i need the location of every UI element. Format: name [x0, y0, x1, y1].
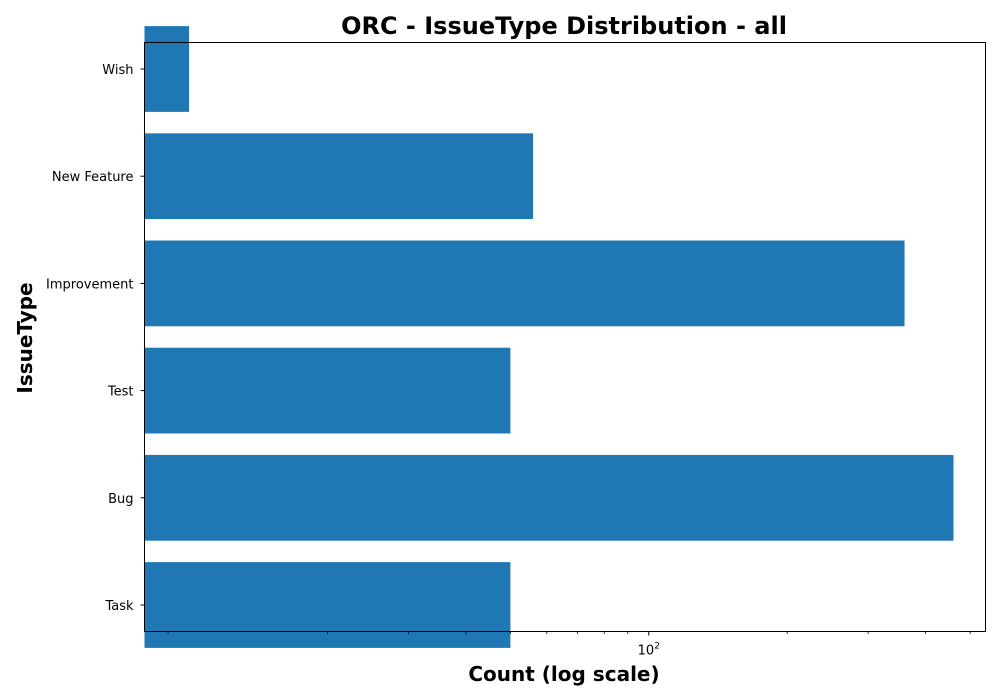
bars-layer: [144, 26, 954, 648]
y-tick-label-wish: Wish: [102, 63, 133, 78]
plot-frame: [144, 42, 986, 632]
y-tick-label-task: Task: [104, 599, 134, 614]
x-tick-label-exponent: 2: [654, 642, 660, 652]
y-tick-label-bug: Bug: [108, 492, 133, 507]
y-axis-title: IssueType: [13, 282, 37, 393]
y-tick-label-improvement: Improvement: [46, 277, 133, 292]
y-tick-label-test: Test: [107, 385, 134, 400]
bar-new-feature: [144, 133, 534, 220]
bar-wish: [144, 26, 190, 112]
bar-improvement: [144, 240, 905, 327]
x-axis-title: Count (log scale): [468, 662, 659, 686]
bar-test: [144, 347, 511, 434]
bar-bug: [144, 454, 954, 541]
chart-title: ORC - IssueType Distribution - all: [341, 12, 787, 40]
y-axis-ticks: Task Bug Test Improvement New Feature Wish: [46, 63, 145, 614]
x-tick-label: 102: [638, 642, 660, 659]
bar-task: [144, 562, 511, 648]
y-tick-label-new-feature: New Feature: [52, 170, 134, 185]
x-axis-ticks: 102: [167, 631, 971, 659]
x-tick-label-base: 10: [638, 644, 655, 659]
